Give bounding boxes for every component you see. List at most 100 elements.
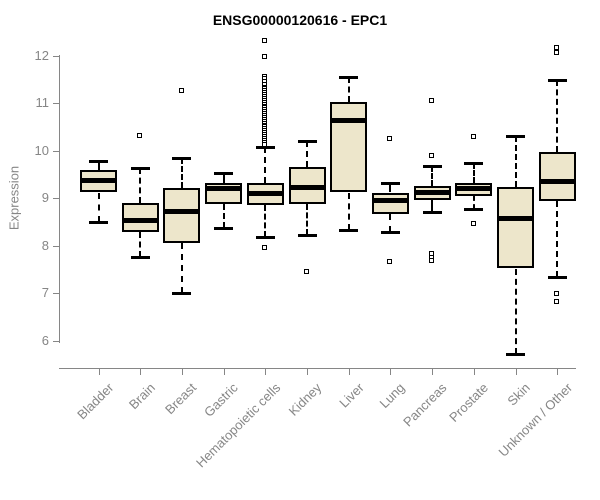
whisker-upper-hematopoietic-cells [264,147,267,183]
whisker-cap-high-hematopoietic-cells [255,146,275,150]
whisker-cap-low-brain [130,256,150,260]
whisker-cap-low-prostate [464,208,484,212]
whisker-cap-low-kidney [297,234,317,238]
whisker-lower-lung [389,213,392,233]
x-tick-label-bladder: Bladder [73,380,117,423]
x-tick-label-pancreas: Pancreas [400,380,450,430]
whisker-lower-pancreas [431,200,434,212]
median-brain [121,217,159,223]
whisker-cap-high-brain [130,166,150,170]
median-skin [497,216,534,222]
y-tick-label: 9 [41,190,49,206]
y-axis-tick [53,150,59,152]
box-liver [330,101,368,193]
whisker-lower-bladder [97,192,100,222]
x-axis-tick [432,369,434,375]
whisker-lower-gastric [222,203,225,228]
whisker-upper-liver [347,76,350,102]
y-tick-label: 6 [41,332,49,348]
whisker-upper-prostate [472,162,475,183]
median-liver [330,118,368,124]
x-axis-line [59,368,576,369]
y-axis-tick [53,198,59,200]
box-lung [371,192,409,214]
whisker-cap-high-gastric [214,172,234,176]
y-axis-tick [53,340,59,342]
box-unknown-other [538,152,576,202]
whisker-upper-skin [514,135,517,187]
whisker-lower-hematopoietic-cells [264,204,267,237]
outlier-prostate [470,221,476,227]
median-unknown-other [538,178,576,184]
outlier-lung [387,135,393,141]
whisker-cap-low-bladder [89,220,108,224]
x-tick-label-kidney: Kidney [285,380,325,419]
outlier-pancreas [429,153,435,159]
x-axis-tick [557,369,559,375]
whisker-upper-lung [389,183,392,193]
y-tick-label: 7 [41,285,49,301]
box-brain [121,202,159,232]
median-breast [163,209,201,214]
whisker-upper-breast [180,158,183,189]
whisker-upper-brain [139,167,142,203]
y-tick-label: 8 [41,237,49,253]
outlier-pancreas [429,257,435,263]
x-axis-tick [473,369,475,375]
whisker-upper-gastric [222,173,225,183]
median-prostate [455,186,493,192]
x-axis-tick [140,369,142,375]
outlier-hematopoietic-cells [262,38,268,44]
whisker-upper-bladder [97,160,100,170]
box-skin [497,186,534,269]
x-tick-label-unknown-other: Unknown / Other [495,380,575,460]
x-tick-label-brain: Brain [125,380,158,413]
y-tick-label: 12 [34,47,49,63]
outlier-hematopoietic-cells [262,53,268,59]
outlier-kidney [304,268,309,274]
whisker-lower-skin [514,268,517,354]
x-axis-tick [265,369,267,375]
x-tick-label-prostate: Prostate [446,380,492,425]
y-axis-tick [53,245,59,247]
whisker-upper-unknown-other [556,80,559,153]
whisker-cap-high-prostate [464,161,484,165]
y-axis-line [59,55,60,343]
x-axis-tick [307,369,308,375]
x-axis-tick [98,369,100,375]
whisker-cap-high-unknown-other [547,79,567,83]
outlier-hematopoietic-cells [262,141,268,147]
y-tick-label: 11 [35,95,50,111]
whisker-cap-low-breast [172,292,192,296]
x-tick-label-liver: Liver [335,380,367,411]
outlier-hematopoietic-cells [262,245,268,251]
whisker-cap-low-lung [380,231,400,235]
median-lung [371,197,409,203]
whisker-lower-prostate [472,195,475,210]
outlier-lung [387,259,393,265]
median-gastric [205,186,243,192]
y-axis-tick [53,55,59,57]
median-kidney [288,185,326,191]
x-axis-tick [348,369,350,375]
y-axis-tick [53,103,59,105]
x-tick-label-breast: Breast [162,380,200,418]
whisker-lower-liver [347,192,350,230]
box-breast [163,188,201,243]
whisker-cap-high-bladder [89,159,108,163]
whisker-cap-high-kidney [297,139,317,143]
outlier-unknown-other [554,291,560,297]
x-axis-tick [515,369,517,375]
y-tick-label: 10 [34,142,49,158]
whisker-cap-high-breast [172,157,192,161]
whisker-upper-pancreas [431,165,434,186]
chart-title: ENSG00000120616 - EPC1 [212,12,388,28]
whisker-cap-low-liver [339,228,359,232]
outlier-prostate [470,134,476,140]
whisker-lower-breast [180,242,183,294]
whisker-cap-low-hematopoietic-cells [255,235,275,239]
whisker-lower-unknown-other [556,201,559,277]
whisker-cap-low-skin [506,353,525,356]
whisker-cap-low-pancreas [422,210,442,214]
